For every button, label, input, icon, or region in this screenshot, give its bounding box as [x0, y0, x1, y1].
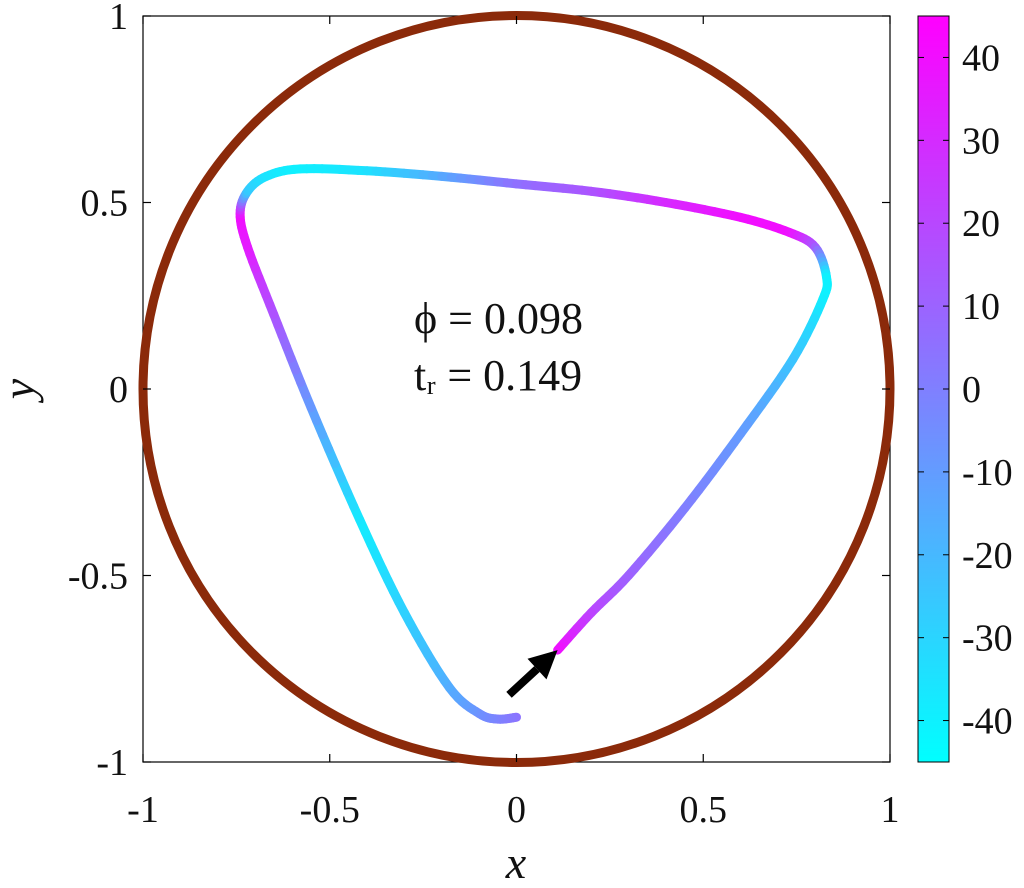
x-tick-label: 0.5 — [680, 789, 728, 831]
y-tick-label: 0.5 — [81, 183, 129, 225]
trajectory-path — [235, 164, 832, 724]
x-tick-label: -0.5 — [300, 789, 360, 831]
colorbar-tick-label: -40 — [962, 701, 1013, 743]
x-tick-label: 0 — [507, 789, 526, 831]
y-tick-label: 0 — [109, 369, 128, 411]
y-tick-label: -1 — [96, 742, 128, 784]
x-tick-label: -1 — [127, 789, 159, 831]
colorbar-ticks: 40 30 20 10 0 -10 -20 -30 -40 — [918, 37, 1013, 743]
colorbar-tick-label: 20 — [962, 203, 1000, 245]
x-axis-ticks: -1 -0.5 0 0.5 1 — [127, 16, 900, 831]
trajectory-segment — [553, 642, 565, 655]
colorbar-tick-label: 0 — [962, 369, 981, 411]
direction-arrow — [506, 650, 558, 698]
colorbar-tick-label: 40 — [962, 37, 1000, 79]
tr-annotation: tᵣ = 0.149 — [414, 351, 582, 400]
colorbar-tick-label: 30 — [962, 120, 1000, 162]
phi-annotation: ϕ = 0.098 — [414, 294, 583, 343]
y-axis-ticks: -1 -0.5 0 0.5 1 — [68, 0, 890, 784]
y-axis-label: y — [0, 378, 44, 403]
colorbar-tick-label: 10 — [962, 286, 1000, 328]
y-tick-label: -0.5 — [68, 556, 128, 598]
colorbar-tick-label: -20 — [962, 535, 1013, 577]
colorbar-tick-label: -30 — [962, 618, 1013, 660]
x-axis-label: x — [505, 837, 527, 888]
colorbar-tick-label: -10 — [962, 452, 1013, 494]
y-tick-label: 1 — [109, 0, 128, 38]
x-tick-label: 1 — [881, 789, 900, 831]
